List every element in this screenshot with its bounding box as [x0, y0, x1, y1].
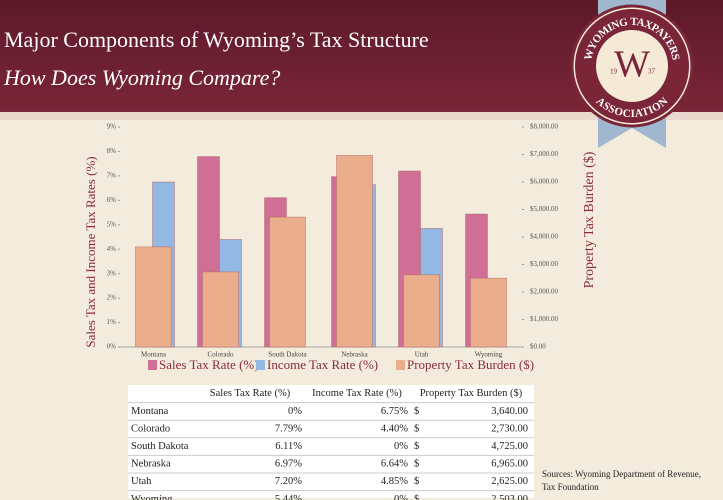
table-cell: Colorado	[131, 423, 170, 434]
table-cell: 6.64%	[381, 459, 408, 470]
table-cell: 0%	[394, 494, 408, 500]
y-tick-label: 7%	[107, 171, 117, 179]
table-cell: $	[414, 441, 419, 452]
table-cell: 6.11%	[275, 441, 302, 452]
y-tick-label: 6%	[107, 196, 117, 204]
table-cell: Wyoming	[131, 494, 173, 500]
table-cell: 2,730.00	[491, 423, 528, 434]
legend-swatch	[148, 360, 157, 370]
table-cell: 3,640.00	[491, 406, 528, 417]
y-tick-label: 0%	[107, 343, 117, 351]
bar	[202, 271, 239, 348]
y2-tick-label: $0.00	[530, 343, 546, 351]
y-tick-label: 1%	[107, 318, 117, 326]
table-cell: $	[414, 494, 419, 500]
logo-right: 37	[648, 68, 656, 76]
x-tick-label: Nebraska	[341, 351, 368, 359]
table-cell: 7.20%	[275, 476, 302, 487]
y-tick-label: 3%	[107, 269, 117, 277]
x-tick-label: Colorado	[207, 351, 234, 359]
bar	[269, 216, 306, 348]
table-cell: 6,965.00	[491, 459, 528, 470]
logo-mark: W	[614, 44, 650, 86]
table-cell: 0%	[288, 406, 302, 417]
table-cell: $	[414, 476, 419, 487]
x-tick-label: Montana	[141, 351, 167, 359]
bar	[403, 274, 440, 348]
table-cell: 6.97%	[275, 459, 302, 470]
x-tick-label: Utah	[415, 351, 429, 359]
y2-tick-label: $4,000.00	[530, 233, 559, 241]
legend-label: Property Tax Burden ($)	[407, 357, 534, 372]
logo-inner	[596, 30, 668, 102]
bar	[336, 155, 373, 348]
logo-left: 19	[610, 68, 618, 76]
table-header: Property Tax Burden ($)	[420, 388, 523, 399]
y-tick-label: 9%	[107, 123, 117, 131]
source: Tax Foundation	[542, 482, 599, 492]
table-cell: 6.75%	[381, 406, 408, 417]
bar	[135, 246, 172, 348]
y-tick-label: 2%	[107, 294, 117, 302]
title: Major Components of Wyoming’s Tax Struct…	[4, 27, 429, 52]
y-tick-label: 5%	[107, 220, 117, 228]
y2-tick-label: $3,000.00	[530, 260, 559, 268]
table-cell: 7.79%	[275, 423, 302, 434]
table-cell: Montana	[131, 406, 169, 417]
table-cell: $	[414, 406, 419, 417]
bar	[470, 277, 507, 348]
y2-axis-title: Property Tax Burden ($)	[582, 151, 597, 288]
y2-tick-label: $8,000.00	[530, 123, 559, 131]
y-tick-label: 4%	[107, 245, 117, 253]
table-cell: $	[414, 423, 419, 434]
y-tick-label: 8%	[107, 147, 117, 155]
table-bg	[128, 385, 534, 498]
table-cell: 4.85%	[381, 476, 408, 487]
y-axis-title: Sales Tax and Income Tax Rates (%)	[83, 156, 98, 347]
table-header: Sales Tax Rate (%)	[210, 388, 291, 399]
table-cell: Utah	[131, 476, 152, 487]
y2-tick-label: $6,000.00	[530, 178, 559, 186]
legend-swatch	[396, 360, 405, 370]
legend-label: Sales Tax Rate (%)	[159, 357, 259, 372]
subtitle: How Does Wyoming Compare?	[3, 65, 280, 90]
legend-label: Income Tax Rate (%)	[267, 357, 378, 372]
source: Sources: Wyoming Department of Revenue,	[542, 469, 701, 479]
table-cell: $	[414, 459, 419, 470]
y2-tick-label: $2,000.00	[530, 288, 559, 296]
header-stripe	[0, 112, 723, 120]
y2-tick-label: $1,000.00	[530, 315, 559, 323]
y2-tick-label: $5,000.00	[530, 205, 559, 213]
table-cell: 4,725.00	[491, 441, 528, 452]
y2-tick-label: $7,000.00	[530, 150, 559, 158]
table-cell: 4.40%	[381, 423, 408, 434]
x-tick-label: South Dakota	[268, 351, 307, 359]
table-cell: Nebraska	[131, 459, 171, 470]
table-cell: 2,625.00	[491, 476, 528, 487]
table-header: Income Tax Rate (%)	[312, 388, 402, 399]
x-tick-label: Wyoming	[475, 351, 503, 359]
table-cell: 2,503.00	[491, 494, 528, 500]
table-cell: South Dakota	[131, 441, 189, 452]
table-cell: 5.44%	[275, 494, 302, 500]
legend-swatch	[256, 360, 265, 370]
table-cell: 0%	[394, 441, 408, 452]
